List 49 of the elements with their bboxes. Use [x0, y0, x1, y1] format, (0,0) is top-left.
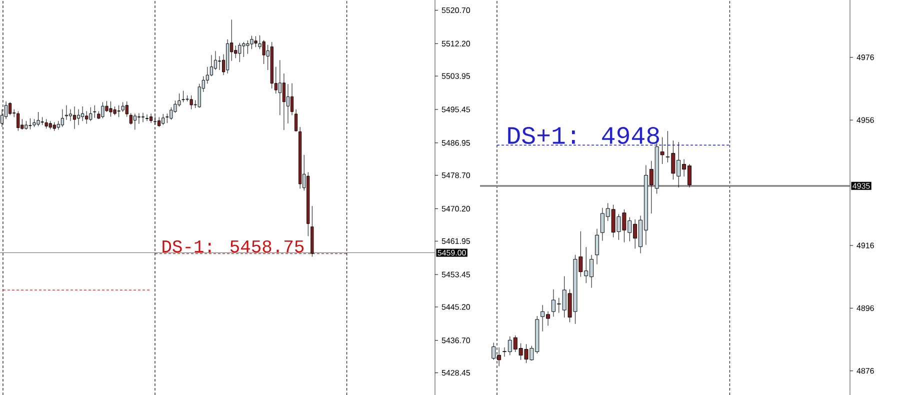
candlestick [234, 45, 238, 58]
candlestick [242, 42, 246, 58]
candlestick [77, 109, 80, 126]
candlestick [93, 105, 96, 118]
candlestick [133, 113, 136, 130]
candlestick [60, 109, 64, 128]
candlestick [64, 105, 68, 120]
candlestick [246, 40, 250, 54]
candlestick [166, 113, 169, 124]
ref-line-label: DS-1: 5458.75 [162, 240, 304, 252]
candlestick [81, 106, 84, 122]
candlestick [8, 102, 12, 116]
candlestick [16, 110, 20, 132]
candlestick [198, 83, 201, 108]
candlestick [36, 112, 40, 126]
candlestick [162, 114, 165, 126]
candlestick [190, 95, 193, 110]
candlestick [85, 110, 88, 124]
candlestick [28, 118, 32, 130]
candlestick [278, 60, 282, 116]
candlestick [72, 106, 76, 130]
candlestick [101, 102, 104, 119]
candlestick [129, 112, 132, 125]
candlestick [286, 84, 290, 124]
candlestick [282, 73, 286, 130]
candlestick [210, 54, 213, 76]
candlestick [121, 102, 124, 112]
candlestick [262, 40, 266, 64]
candlestick [150, 113, 153, 124]
candlestick [125, 101, 128, 117]
candlestick [137, 112, 140, 124]
candlestick [290, 83, 294, 116]
candlestick [109, 101, 112, 117]
candlestick [170, 107, 173, 120]
candlestick [117, 105, 120, 118]
candlestick [182, 90, 185, 102]
candlestick [254, 36, 258, 48]
candlestick [294, 109, 298, 132]
candlestick [89, 107, 92, 122]
candlestick [68, 109, 72, 122]
candlestick [238, 42, 242, 62]
candlestick [141, 112, 145, 122]
ref-line-label: DS+1: 4948 [508, 127, 659, 144]
candlestick [158, 116, 161, 128]
candlestick [218, 56, 222, 70]
candlestick [595, 228, 599, 265]
candlestick [44, 118, 48, 129]
candlestick [250, 36, 254, 50]
candlestick [145, 114, 149, 122]
